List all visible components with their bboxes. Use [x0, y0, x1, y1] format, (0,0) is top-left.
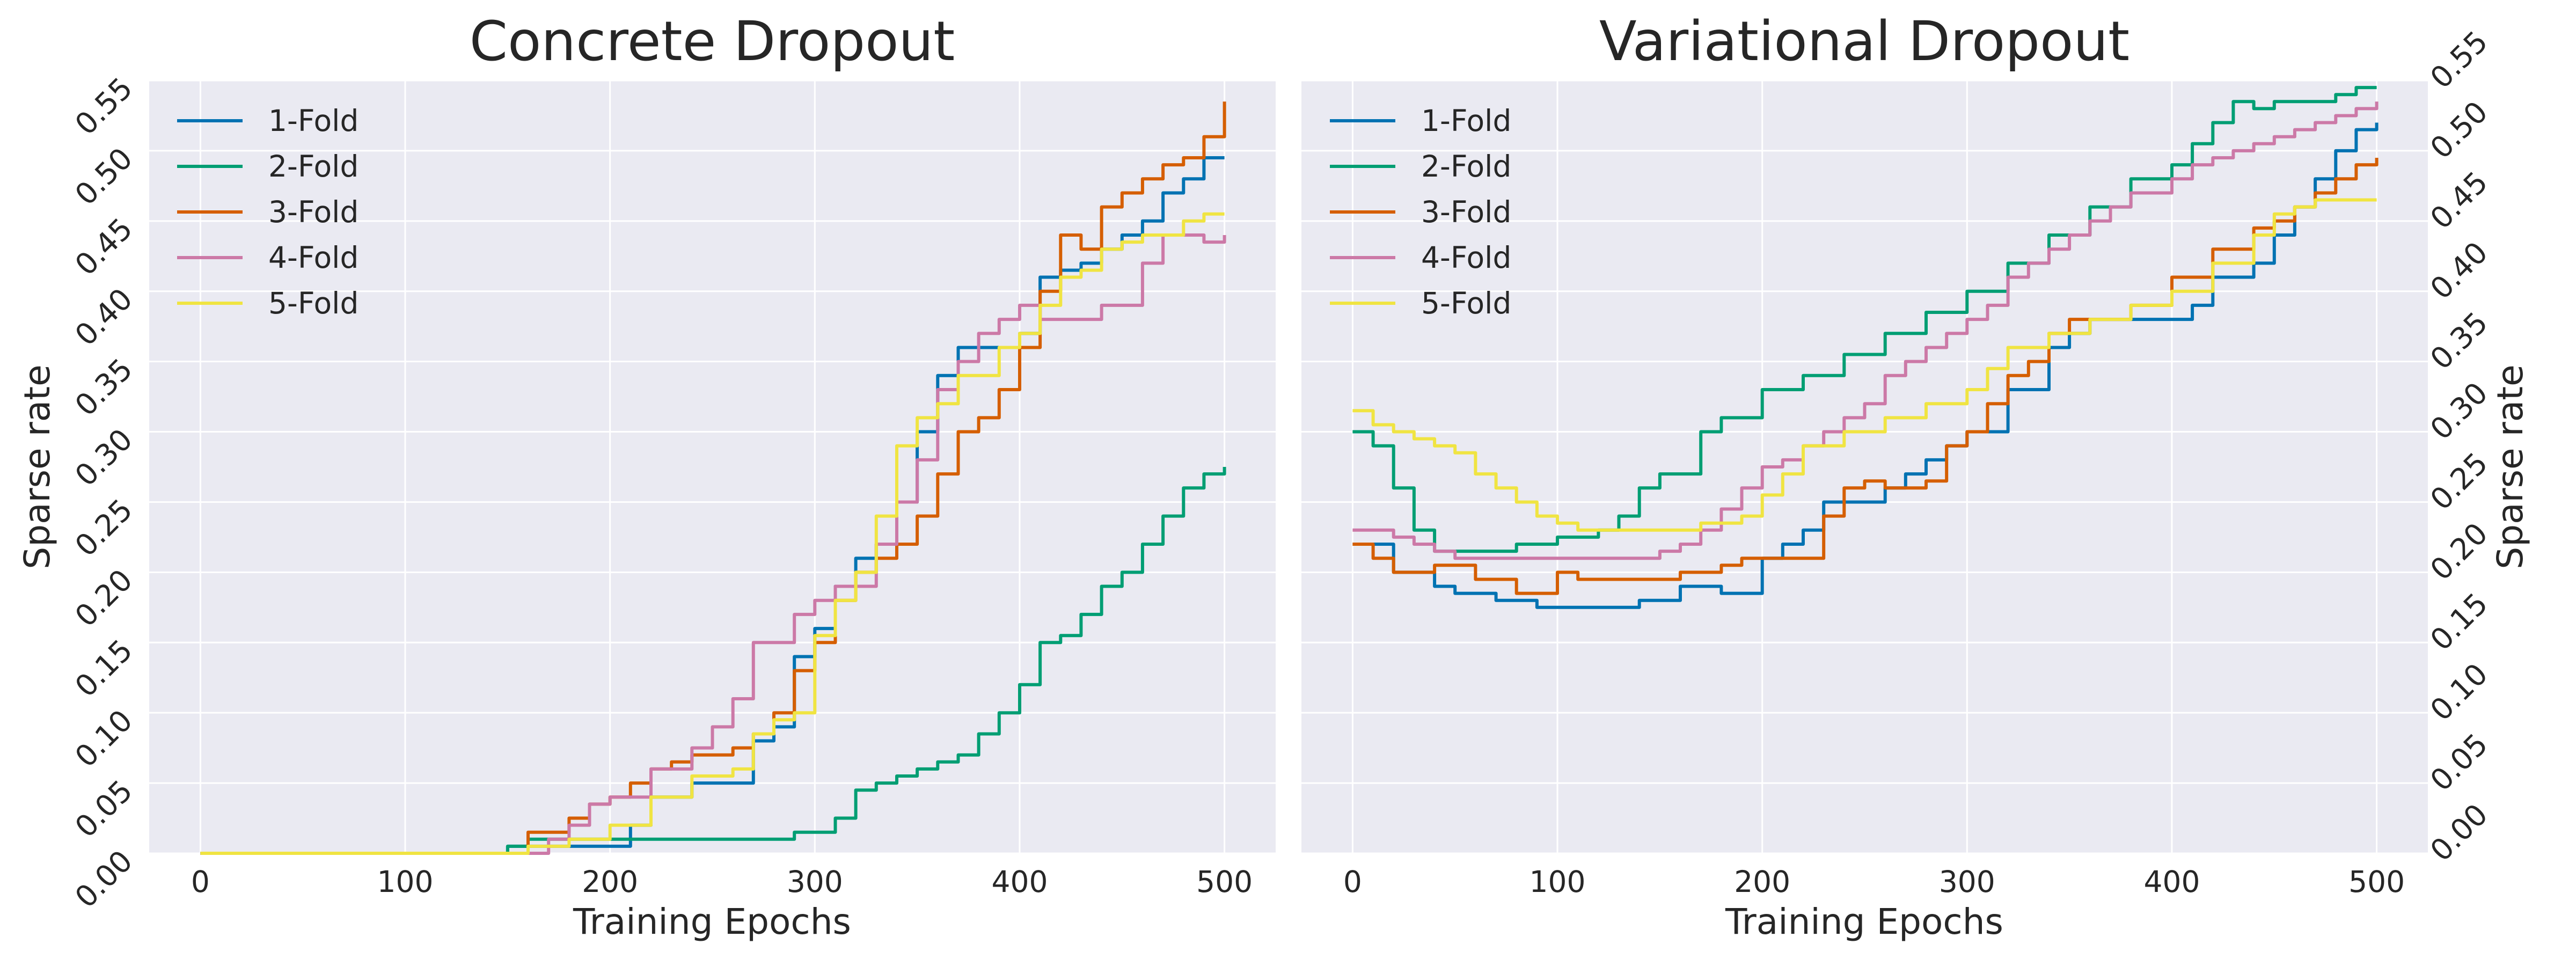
- series-lines: [1352, 86, 2379, 609]
- legend-label-1-fold: 1-Fold: [1421, 104, 1511, 138]
- legend-label-3-fold: 3-Fold: [268, 195, 358, 229]
- plot-area: [149, 80, 1276, 853]
- series-line-5-fold: [200, 212, 1225, 855]
- legend-label-5-fold: 5-Fold: [1421, 286, 1511, 320]
- x-tick-label: 400: [991, 865, 1048, 899]
- x-tick-labels: 0 100 200 300 400 500: [191, 865, 1253, 899]
- x-tick-label: 100: [1529, 865, 1586, 899]
- y-axis-label: Sparse rate: [17, 364, 58, 569]
- legend-label-5-fold: 5-Fold: [268, 286, 358, 320]
- x-tick-label: 300: [787, 865, 843, 899]
- legend: 1-Fold 2-Fold 3-Fold 4-Fold 5-Fold: [177, 104, 358, 320]
- panel-concrete-dropout: 0 100 200 300 400 500 0.000.050.100.150.200.2…: [17, 10, 1276, 942]
- x-tick-label: 100: [377, 865, 434, 899]
- legend: 1-Fold 2-Fold 3-Fold 4-Fold 5-Fold: [1330, 104, 1511, 320]
- legend-label-1-fold: 1-Fold: [268, 104, 358, 138]
- x-axis-label: Training Epochs: [573, 901, 851, 942]
- x-tick-label: 0: [1343, 865, 1362, 899]
- grid: [1301, 79, 2428, 854]
- series-line-4-fold: [1352, 101, 2379, 560]
- panel-variational-dropout: 0 100 200 300 400 500 0.000.050.100.150.200.2…: [1301, 10, 2531, 942]
- x-tick-label: 300: [1939, 865, 1995, 899]
- legend-label-4-fold: 4-Fold: [268, 240, 358, 275]
- series-line-2-fold: [1352, 86, 2377, 553]
- plot-area: [1301, 80, 2428, 853]
- x-tick-labels: 0 100 200 300 400 500: [1343, 865, 2405, 899]
- series-line-1-fold: [1352, 122, 2379, 609]
- series-line-3-fold: [1352, 158, 2379, 595]
- chart-title: Concrete Dropout: [470, 10, 955, 74]
- x-tick-label: 500: [2348, 865, 2405, 899]
- x-tick-label: 200: [582, 865, 638, 899]
- x-tick-label: 500: [1196, 865, 1253, 899]
- chart-title: Variational Dropout: [1599, 10, 2129, 74]
- series-line-2-fold: [200, 467, 1226, 855]
- series-line-5-fold: [1352, 198, 2377, 532]
- legend-label-2-fold: 2-Fold: [268, 149, 358, 184]
- y-axis-label: Sparse rate: [2490, 364, 2531, 569]
- legend-label-2-fold: 2-Fold: [1421, 149, 1511, 184]
- x-tick-label: 400: [2143, 865, 2200, 899]
- x-tick-label: 200: [1734, 865, 1790, 899]
- legend-label-3-fold: 3-Fold: [1421, 195, 1511, 229]
- series-lines: [200, 101, 1226, 855]
- legend-label-4-fold: 4-Fold: [1421, 240, 1511, 275]
- x-axis-label: Training Epochs: [1725, 901, 2003, 942]
- x-tick-label: 0: [191, 865, 210, 899]
